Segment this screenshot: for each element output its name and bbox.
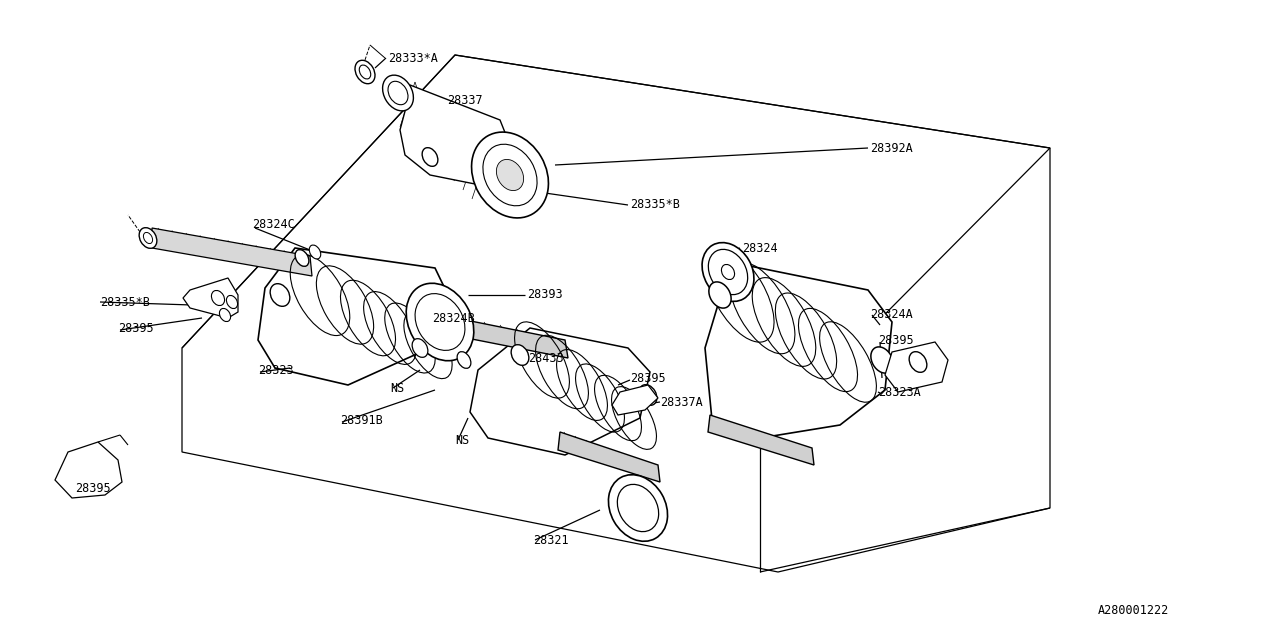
Ellipse shape (270, 284, 289, 307)
Text: 28321: 28321 (532, 534, 568, 547)
Ellipse shape (227, 296, 238, 308)
Text: 28333*A: 28333*A (388, 51, 438, 65)
Ellipse shape (497, 159, 524, 191)
Text: 28324C: 28324C (252, 218, 294, 232)
Ellipse shape (722, 264, 735, 280)
Polygon shape (708, 415, 814, 465)
Ellipse shape (388, 81, 408, 105)
Polygon shape (183, 278, 238, 318)
Ellipse shape (219, 308, 230, 321)
Ellipse shape (310, 245, 321, 259)
Text: 28324: 28324 (742, 241, 778, 255)
Polygon shape (884, 342, 948, 392)
Text: 28337: 28337 (447, 93, 483, 106)
Ellipse shape (383, 75, 413, 111)
Ellipse shape (608, 475, 668, 541)
Ellipse shape (415, 294, 465, 351)
Ellipse shape (355, 60, 375, 84)
Polygon shape (470, 328, 650, 455)
Polygon shape (612, 385, 658, 415)
Polygon shape (705, 262, 892, 440)
Ellipse shape (211, 291, 224, 305)
Text: 28323: 28323 (259, 364, 293, 376)
Text: NS: NS (390, 381, 404, 394)
Ellipse shape (617, 484, 659, 532)
Polygon shape (152, 228, 312, 276)
Text: 28391B: 28391B (340, 413, 383, 426)
Ellipse shape (406, 284, 474, 361)
Polygon shape (259, 248, 448, 385)
Ellipse shape (140, 228, 157, 248)
Ellipse shape (412, 339, 428, 357)
Text: 28323A: 28323A (878, 385, 920, 399)
Ellipse shape (639, 385, 657, 405)
Polygon shape (558, 432, 660, 482)
Text: 28395: 28395 (630, 371, 666, 385)
Text: NS: NS (454, 433, 470, 447)
Text: 28337A: 28337A (660, 396, 703, 408)
Ellipse shape (511, 345, 529, 365)
Ellipse shape (701, 243, 754, 301)
Polygon shape (55, 442, 122, 498)
Ellipse shape (870, 347, 893, 373)
Polygon shape (399, 85, 509, 185)
Text: 28395: 28395 (118, 321, 154, 335)
Text: 28393: 28393 (527, 289, 563, 301)
Ellipse shape (709, 282, 731, 308)
Ellipse shape (457, 351, 471, 369)
Ellipse shape (422, 148, 438, 166)
Polygon shape (182, 55, 1050, 572)
Text: 28324B: 28324B (433, 312, 475, 324)
Ellipse shape (909, 351, 927, 372)
Ellipse shape (708, 250, 748, 294)
Text: 28392A: 28392A (870, 141, 913, 154)
Text: 28335*B: 28335*B (100, 296, 150, 308)
Text: 28395: 28395 (878, 333, 914, 346)
Ellipse shape (360, 65, 371, 79)
Polygon shape (416, 310, 568, 358)
Ellipse shape (296, 250, 308, 266)
Ellipse shape (471, 132, 548, 218)
Text: 28433: 28433 (529, 351, 563, 365)
Text: A280001222: A280001222 (1098, 604, 1169, 616)
Text: 28335*B: 28335*B (630, 198, 680, 211)
Ellipse shape (483, 144, 538, 206)
Text: 28324A: 28324A (870, 308, 913, 321)
Text: 28395: 28395 (76, 481, 110, 495)
Ellipse shape (143, 232, 152, 244)
